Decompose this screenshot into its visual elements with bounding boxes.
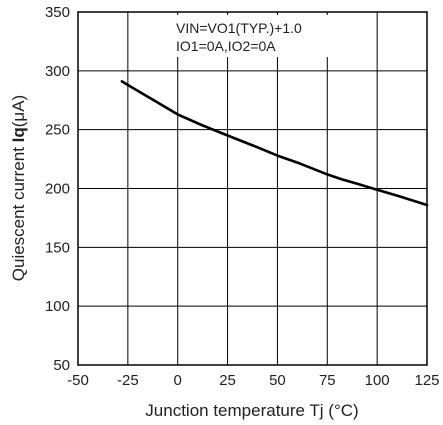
tick-labels: -50 -25 0 25 50 75 100 125 50 100 150 200 250 300 350: [45, 4, 440, 389]
series-line: [120, 80, 429, 207]
y-tick-label: 100: [45, 298, 70, 315]
y-tick-label: 250: [45, 122, 70, 139]
y-tick-label: 350: [45, 4, 70, 21]
x-tick-label: 100: [365, 372, 390, 389]
x-tick-label: -25: [117, 372, 139, 389]
x-tick-label: 125: [414, 372, 439, 389]
plot-frame: [77, 11, 428, 366]
y-tick-label: 150: [45, 239, 70, 256]
y-axis-label-unit: (μA): [9, 95, 28, 127]
x-tick-label: -50: [67, 372, 89, 389]
y-tick-label: 50: [53, 357, 70, 374]
y-axis-label: Quiescent current Iq(μA): [9, 95, 28, 281]
x-tick-label: 50: [269, 372, 286, 389]
x-axis-label: Junction temperature Tj (°C): [145, 401, 358, 420]
y-axis-label-symbol: Iq: [9, 127, 28, 142]
x-tick-label: 0: [174, 372, 182, 389]
annotation-line-2: IO1=0A,IO2=0A: [176, 38, 276, 54]
y-tick-label: 300: [45, 63, 70, 80]
y-tick-label: 200: [45, 181, 70, 198]
annotation-line-1: VIN=VO1(TYP.)+1.0: [176, 20, 302, 36]
x-tick-label: 75: [319, 372, 336, 389]
annotation-box: [168, 15, 338, 57]
y-axis-label-prefix: Quiescent current: [9, 142, 28, 281]
x-tick-label: 25: [219, 372, 236, 389]
